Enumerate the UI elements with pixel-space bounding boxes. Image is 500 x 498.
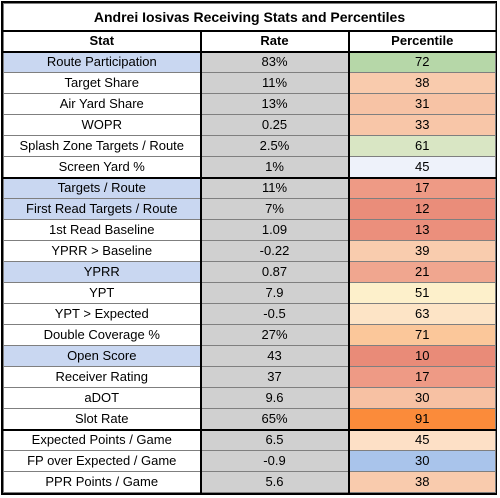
percentile-cell: 38: [347, 471, 496, 493]
percentile-cell: 38: [347, 72, 496, 94]
rate-cell: 7%: [199, 198, 349, 220]
stat-name-cell: YPRR: [3, 261, 201, 283]
rate-cell: -0.9: [199, 450, 349, 472]
percentile-cell: 30: [347, 450, 496, 472]
table-row: Expected Points / Game 6.5 45: [3, 428, 496, 451]
table-row: Open Score 43 10: [3, 345, 496, 367]
percentile-cell: 13: [347, 219, 496, 241]
percentile-cell: 17: [347, 176, 496, 199]
stat-name-cell: YPT > Expected: [3, 303, 201, 325]
stat-name-cell: Open Score: [3, 345, 201, 367]
rate-cell: 11%: [199, 72, 349, 94]
rate-cell: 6.5: [199, 428, 349, 451]
rate-cell: 9.6: [199, 387, 349, 409]
table-row: Air Yard Share 13% 31: [3, 93, 496, 115]
percentile-cell: 91: [347, 408, 496, 431]
rate-cell: 37: [199, 366, 349, 388]
stat-name-cell: Expected Points / Game: [3, 428, 201, 451]
rate-cell: 5.6: [199, 471, 349, 493]
table-row: WOPR 0.25 33: [3, 114, 496, 136]
rate-cell: -0.22: [199, 240, 349, 262]
stat-name-cell: aDOT: [3, 387, 201, 409]
percentile-cell: 33: [347, 114, 496, 136]
table-row: aDOT 9.6 30: [3, 387, 496, 409]
table-row: FP over Expected / Game -0.9 30: [3, 450, 496, 472]
percentile-cell: 63: [347, 303, 496, 325]
stat-name-cell: PPR Points / Game: [3, 471, 201, 493]
rate-cell: 83%: [199, 51, 349, 73]
rate-cell: 1.09: [199, 219, 349, 241]
table-row: YPRR 0.87 21: [3, 261, 496, 283]
stat-name-cell: Target Share: [3, 72, 201, 94]
stat-name-cell: First Read Targets / Route: [3, 198, 201, 220]
table-row: Route Participation 83% 72: [3, 51, 496, 73]
percentile-cell: 45: [347, 156, 496, 179]
rate-cell: 1%: [199, 156, 349, 179]
rate-cell: -0.5: [199, 303, 349, 325]
table-row: YPRR > Baseline -0.22 39: [3, 240, 496, 262]
stat-name-cell: FP over Expected / Game: [3, 450, 201, 472]
percentile-cell: 71: [347, 324, 496, 346]
rate-cell: 43: [199, 345, 349, 367]
header-rate: Rate: [199, 30, 349, 53]
percentile-cell: 51: [347, 282, 496, 304]
table-row: YPT > Expected -0.5 63: [3, 303, 496, 325]
stat-name-cell: Route Participation: [3, 51, 201, 73]
table-row: Double Coverage % 27% 71: [3, 324, 496, 346]
table-row: Splash Zone Targets / Route 2.5% 61: [3, 135, 496, 157]
percentile-cell: 21: [347, 261, 496, 283]
rate-cell: 13%: [199, 93, 349, 115]
rate-cell: 0.87: [199, 261, 349, 283]
header-row: Stat Rate Percentile: [3, 30, 496, 53]
rate-cell: 11%: [199, 176, 349, 199]
table-row: Targets / Route 11% 17: [3, 176, 496, 199]
table-row: Slot Rate 65% 91: [3, 408, 496, 431]
percentile-cell: 45: [347, 428, 496, 451]
stat-name-cell: Slot Rate: [3, 408, 201, 431]
table-row: Target Share 11% 38: [3, 72, 496, 94]
rate-cell: 7.9: [199, 282, 349, 304]
stat-name-cell: Targets / Route: [3, 176, 201, 199]
percentile-cell: 61: [347, 135, 496, 157]
table-row: 1st Read Baseline 1.09 13: [3, 219, 496, 241]
rate-cell: 0.25: [199, 114, 349, 136]
stat-name-cell: WOPR: [3, 114, 201, 136]
percentile-cell: 10: [347, 345, 496, 367]
stat-name-cell: Double Coverage %: [3, 324, 201, 346]
percentile-cell: 31: [347, 93, 496, 115]
stat-name-cell: Screen Yard %: [3, 156, 201, 179]
rate-cell: 2.5%: [199, 135, 349, 157]
percentile-cell: 39: [347, 240, 496, 262]
table-row: Screen Yard % 1% 45: [3, 156, 496, 179]
table-row: Receiver Rating 37 17: [3, 366, 496, 388]
stat-name-cell: YPRR > Baseline: [3, 240, 201, 262]
rate-cell: 65%: [199, 408, 349, 431]
title-row: Andrei Iosivas Receiving Stats and Perce…: [3, 3, 496, 32]
stat-name-cell: Splash Zone Targets / Route: [3, 135, 201, 157]
percentile-cell: 12: [347, 198, 496, 220]
table-title: Andrei Iosivas Receiving Stats and Perce…: [3, 3, 496, 32]
percentile-cell: 72: [347, 51, 496, 73]
stat-name-cell: Receiver Rating: [3, 366, 201, 388]
table-row: First Read Targets / Route 7% 12: [3, 198, 496, 220]
stat-name-cell: YPT: [3, 282, 201, 304]
stats-table: Andrei Iosivas Receiving Stats and Perce…: [3, 3, 496, 493]
rate-cell: 27%: [199, 324, 349, 346]
header-percentile: Percentile: [347, 30, 496, 53]
header-stat: Stat: [3, 30, 201, 53]
percentile-cell: 30: [347, 387, 496, 409]
stat-name-cell: 1st Read Baseline: [3, 219, 201, 241]
table-row: PPR Points / Game 5.6 38: [3, 471, 496, 493]
table-row: YPT 7.9 51: [3, 282, 496, 304]
stat-name-cell: Air Yard Share: [3, 93, 201, 115]
percentile-cell: 17: [347, 366, 496, 388]
